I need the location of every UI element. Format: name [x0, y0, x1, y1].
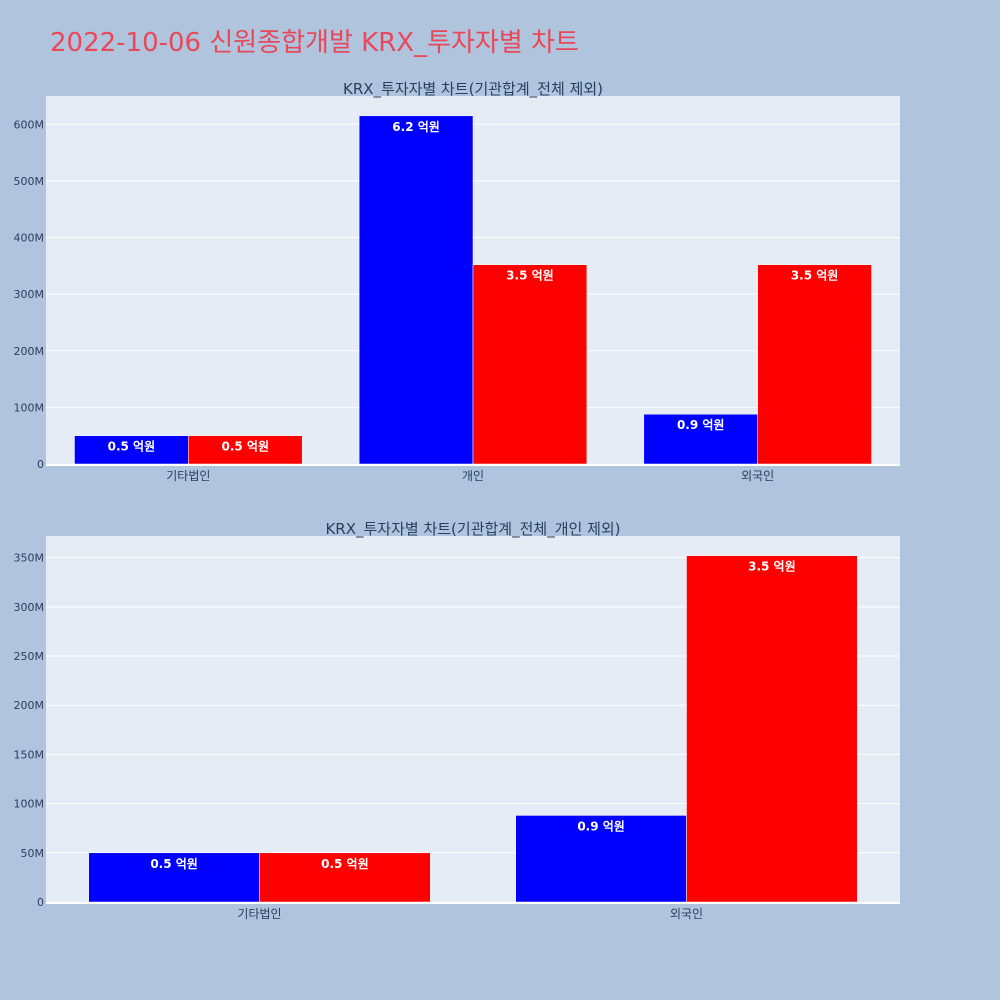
- bar-data-label: 0.5 억원: [222, 440, 270, 454]
- y-tick-label: 400M: [14, 232, 45, 245]
- bar-data-label: 0.5 억원: [150, 857, 198, 871]
- x-tick-label: 외국인: [741, 469, 774, 483]
- y-tick-label: 300M: [14, 601, 45, 614]
- bar-data-label: 6.2 억원: [392, 120, 440, 134]
- page-title: 2022-10-06 신원종합개발 KRX_투자자별 차트: [50, 28, 579, 58]
- bar-data-label: 0.9 억원: [677, 418, 725, 432]
- y-tick-label: 600M: [14, 118, 45, 131]
- y-tick-label: 500M: [14, 175, 45, 188]
- bar: [757, 264, 872, 465]
- y-tick-label: 0: [37, 896, 44, 909]
- bar-data-label: 0.9 억원: [577, 819, 625, 833]
- investor-chart-bottom: 0 50M 100M 150M 200M 250M 300M 350M 0.5 억원 0.9 억원…: [14, 520, 900, 921]
- y-tick-label: 250M: [14, 650, 45, 663]
- x-tick-label: 기타법인: [237, 907, 281, 921]
- y-tick-label: 150M: [14, 748, 45, 761]
- bar: [472, 264, 588, 465]
- bar: [686, 555, 858, 903]
- bar-data-label: 0.5 억원: [108, 440, 156, 454]
- y-tick-label: 0: [37, 458, 44, 471]
- x-tick-label: 기타법인: [166, 469, 210, 483]
- bar-data-label: 3.5 억원: [791, 269, 839, 283]
- y-tick-label: 50M: [21, 847, 45, 860]
- bar: [515, 815, 687, 903]
- chart-title: KRX_투자자별 차트(기관합계_전체 제외): [343, 80, 603, 99]
- bar-data-label: 3.5 억원: [748, 560, 796, 574]
- y-tick-label: 100M: [14, 401, 45, 414]
- bar-data-label: 3.5 억원: [506, 269, 554, 283]
- bar: [88, 852, 260, 903]
- x-tick-label: 개인: [462, 469, 484, 483]
- y-tick-label: 100M: [14, 798, 45, 811]
- y-tick-label: 200M: [14, 699, 45, 712]
- y-tick-label: 300M: [14, 288, 45, 301]
- bar: [259, 852, 431, 903]
- chart-title: KRX_투자자별 차트(기관합계_전체_개인 제외): [325, 520, 620, 539]
- bar: [358, 115, 474, 465]
- y-tick-label: 350M: [14, 552, 45, 565]
- investor-chart-top: 0 100M 200M 300M 400M 500M 600M 0.5 억원 6.2 억원 0.9…: [14, 80, 900, 483]
- y-tick-label: 200M: [14, 345, 45, 358]
- bar-data-label: 0.5 억원: [321, 857, 369, 871]
- x-tick-label: 외국인: [670, 907, 703, 921]
